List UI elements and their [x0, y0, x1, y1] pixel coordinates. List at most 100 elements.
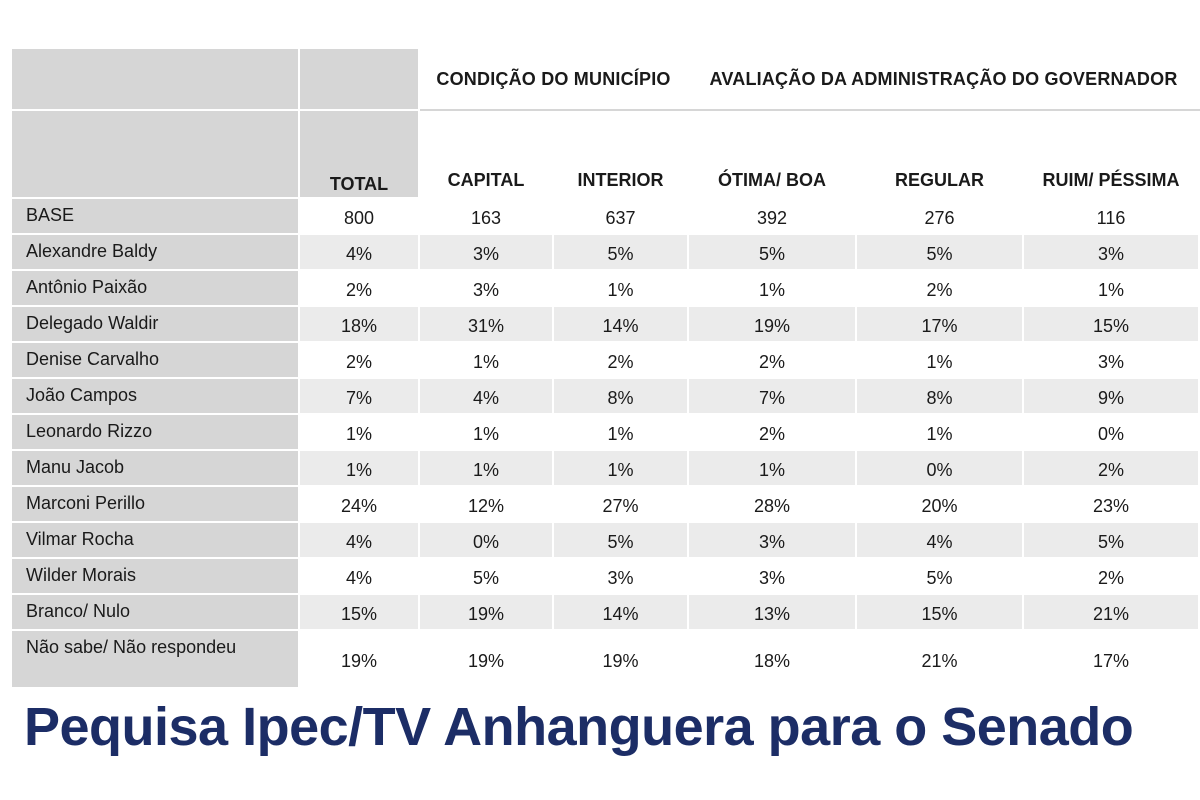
table-cell: 3% — [418, 233, 554, 271]
header-col-interior: INTERIOR — [551, 109, 690, 199]
header-group-municipio: CONDIÇÃO DO MUNICÍPIO — [417, 47, 690, 111]
header-col-ruim-pessima: RUIM/ PÉSSIMA — [1022, 109, 1200, 199]
table-cell: 0% — [855, 449, 1025, 487]
table-cell: 0% — [418, 521, 554, 559]
table-cell: 28% — [687, 485, 858, 523]
table-cell: 2% — [1022, 449, 1200, 487]
row-label: Denise Carvalho — [10, 341, 300, 379]
table-row: Wilder Morais 4% 5% 3% 3% 5% 2% — [10, 557, 1200, 595]
table-cell: 31% — [418, 305, 554, 343]
table-cell: 3% — [1022, 233, 1200, 271]
header-group-avaliacao: AVALIAÇÃO DA ADMINISTRAÇÃO DO GOVERNADOR — [687, 47, 1200, 111]
table-cell: 20% — [855, 485, 1025, 523]
table-cell: 163 — [418, 197, 554, 235]
table-cell: 2% — [1022, 557, 1200, 595]
table-cell: 5% — [855, 557, 1025, 595]
table-cell: 15% — [1022, 305, 1200, 343]
table-cell: 2% — [298, 341, 420, 379]
table-cell: 4% — [418, 377, 554, 415]
table-cell: 15% — [298, 593, 420, 631]
header-corner-lower — [10, 109, 300, 199]
table-cell: 1% — [551, 269, 690, 307]
table-cell: 3% — [551, 557, 690, 595]
table-cell: 19% — [418, 593, 554, 631]
table-cell: 5% — [418, 557, 554, 595]
table-cell: 276 — [855, 197, 1025, 235]
row-label: João Campos — [10, 377, 300, 415]
table-cell: 7% — [687, 377, 858, 415]
table-cell: 17% — [1022, 629, 1200, 689]
table-cell: 1% — [298, 413, 420, 451]
header-col-otima-boa: ÓTIMA/ BOA — [687, 109, 858, 199]
table-cell: 1% — [855, 341, 1025, 379]
table-cell: 3% — [687, 521, 858, 559]
row-label: BASE — [10, 197, 300, 235]
table-row: BASE 800 163 637 392 276 116 — [10, 197, 1200, 235]
table-cell: 4% — [298, 233, 420, 271]
table-row: Antônio Paixão 2% 3% 1% 1% 2% 1% — [10, 269, 1200, 307]
table-cell: 8% — [551, 377, 690, 415]
row-label: Delegado Waldir — [10, 305, 300, 343]
row-label: Antônio Paixão — [10, 269, 300, 307]
table-cell: 9% — [1022, 377, 1200, 415]
header-column-row: TOTAL CAPITAL INTERIOR ÓTIMA/ BOA REGULA… — [10, 109, 1200, 199]
table-cell: 5% — [855, 233, 1025, 271]
table-cell: 19% — [687, 305, 858, 343]
header-col-regular: REGULAR — [855, 109, 1025, 199]
table-row: Marconi Perillo 24% 12% 27% 28% 20% 23% — [10, 485, 1200, 523]
table-cell: 3% — [687, 557, 858, 595]
table-row: Alexandre Baldy 4% 3% 5% 5% 5% 3% — [10, 233, 1200, 271]
table-row: Branco/ Nulo 15% 19% 14% 13% 15% 21% — [10, 593, 1200, 631]
row-label: Não sabe/ Não respondeu — [10, 629, 300, 689]
table-cell: 13% — [687, 593, 858, 631]
table-cell: 12% — [418, 485, 554, 523]
table-cell: 2% — [687, 341, 858, 379]
table-cell: 5% — [551, 521, 690, 559]
table-body: BASE 800 163 637 392 276 116 Alexandre Baldy 4% 3… — [10, 197, 1200, 689]
table-row: Manu Jacob 1% 1% 1% 1% 0% 2% — [10, 449, 1200, 487]
table-cell: 5% — [1022, 521, 1200, 559]
table-cell: 19% — [298, 629, 420, 689]
table-cell: 27% — [551, 485, 690, 523]
table-cell: 15% — [855, 593, 1025, 631]
table-cell: 1% — [418, 341, 554, 379]
row-label: Leonardo Rizzo — [10, 413, 300, 451]
table-cell: 4% — [855, 521, 1025, 559]
table-cell: 4% — [298, 557, 420, 595]
header-corner — [10, 47, 300, 111]
header-total-spacer — [298, 47, 420, 111]
row-label: Alexandre Baldy — [10, 233, 300, 271]
table-row: Não sabe/ Não respondeu 19% 19% 19% 18% 21% 17… — [10, 629, 1200, 689]
table-cell: 392 — [687, 197, 858, 235]
header-col-capital: CAPITAL — [418, 109, 554, 199]
table-cell: 24% — [298, 485, 420, 523]
table-cell: 5% — [551, 233, 690, 271]
table-cell: 1% — [687, 269, 858, 307]
table-cell: 1% — [855, 413, 1025, 451]
table-row: Delegado Waldir 18% 31% 14% 19% 17% 15% — [10, 305, 1200, 343]
table-cell: 14% — [551, 593, 690, 631]
table-row: Denise Carvalho 2% 1% 2% 2% 1% 3% — [10, 341, 1200, 379]
table-row: Vilmar Rocha 4% 0% 5% 3% 4% 5% — [10, 521, 1200, 559]
table-cell: 5% — [687, 233, 858, 271]
table-cell: 17% — [855, 305, 1025, 343]
row-label: Marconi Perillo — [10, 485, 300, 523]
table-cell: 2% — [687, 413, 858, 451]
table-cell: 23% — [1022, 485, 1200, 523]
table-cell: 19% — [418, 629, 554, 689]
table-cell: 1% — [551, 449, 690, 487]
table-cell: 2% — [855, 269, 1025, 307]
table-cell: 0% — [1022, 413, 1200, 451]
row-label: Manu Jacob — [10, 449, 300, 487]
table-cell: 14% — [551, 305, 690, 343]
table-cell: 21% — [855, 629, 1025, 689]
table-cell: 1% — [298, 449, 420, 487]
row-label: Wilder Morais — [10, 557, 300, 595]
poll-table: CONDIÇÃO DO MUNICÍPIO AVALIAÇÃO DA ADMIN… — [10, 47, 1200, 689]
table-cell: 21% — [1022, 593, 1200, 631]
row-label: Branco/ Nulo — [10, 593, 300, 631]
table-cell: 116 — [1022, 197, 1200, 235]
table-cell: 18% — [687, 629, 858, 689]
table-row: Leonardo Rizzo 1% 1% 1% 2% 1% 0% — [10, 413, 1200, 451]
table-cell: 1% — [551, 413, 690, 451]
